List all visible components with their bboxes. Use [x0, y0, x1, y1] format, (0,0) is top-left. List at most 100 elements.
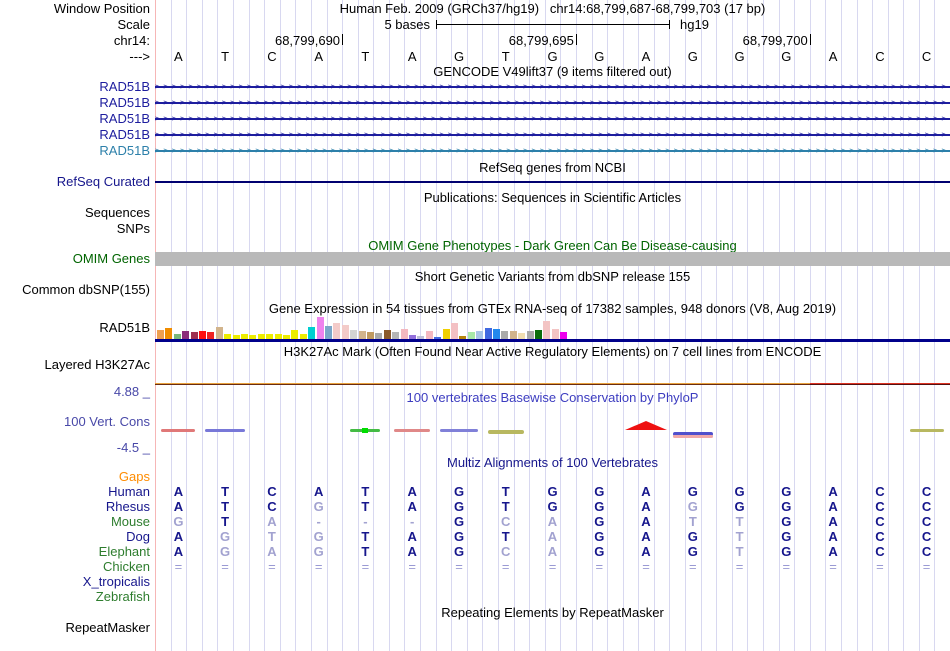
refseq-track-title[interactable]: RefSeq genes from NCBI: [479, 160, 626, 175]
snps-label[interactable]: SNPs: [116, 221, 150, 236]
gtex-bar[interactable]: [325, 326, 332, 339]
base-letter: G: [687, 49, 698, 64]
gtex-bar[interactable]: [484, 328, 492, 339]
align-cell: A: [407, 529, 417, 544]
align-row-label-x_tropicalis[interactable]: X_tropicalis: [82, 574, 150, 589]
gtex-bar[interactable]: [526, 331, 534, 339]
gtex-bar[interactable]: [560, 332, 568, 339]
gtex-bar[interactable]: [375, 333, 383, 339]
gtex-bar[interactable]: [551, 329, 559, 339]
gtex-bar[interactable]: [383, 330, 391, 339]
align-row-label-dog[interactable]: Dog: [126, 529, 150, 544]
gtex-bar[interactable]: [518, 333, 526, 339]
gtex-bar[interactable]: [291, 330, 299, 339]
gtex-bar[interactable]: [417, 336, 425, 339]
gtex-bar[interactable]: [367, 332, 374, 339]
gtex-bar[interactable]: [333, 323, 341, 339]
gtex-bar[interactable]: [509, 331, 517, 339]
gtex-bar[interactable]: [316, 317, 324, 339]
omim-gene-bar[interactable]: [155, 252, 950, 266]
gene-row[interactable]: >>>>>>>>>>>>>>>>>>>>>>>>>>>>>>>>>>>>>>>>…: [155, 81, 950, 93]
refseq-curated-label[interactable]: RefSeq Curated: [56, 174, 150, 189]
align-row-label-zebrafish[interactable]: Zebrafish: [95, 589, 150, 604]
gtex-bar[interactable]: [434, 337, 442, 339]
gene-row-label[interactable]: RAD51B: [99, 95, 150, 110]
gtex-bar[interactable]: [409, 335, 416, 339]
cons-label[interactable]: 100 Vert. Cons: [64, 414, 150, 429]
gtex-track-title[interactable]: Gene Expression in 54 tissues from GTEx …: [268, 301, 837, 316]
publications-track-title[interactable]: Publications: Sequences in Scientific Ar…: [423, 190, 682, 205]
gtex-bar[interactable]: [266, 334, 274, 339]
align-row-label-human[interactable]: Human: [108, 484, 150, 499]
gtex-bar[interactable]: [535, 330, 542, 339]
gene-row-label[interactable]: RAD51B: [99, 79, 150, 94]
gtex-bar[interactable]: [249, 335, 257, 339]
gene-row[interactable]: >>>>>>>>>>>>>>>>>>>>>>>>>>>>>>>>>>>>>>>>…: [155, 113, 950, 125]
gtex-bar[interactable]: [501, 331, 509, 339]
base-letter: C: [921, 49, 932, 64]
gtex-gene-label[interactable]: RAD51B: [99, 320, 150, 335]
align-row-label-chicken[interactable]: Chicken: [103, 559, 150, 574]
gtex-bar[interactable]: [350, 330, 358, 339]
guideline: [201, 0, 203, 651]
h3k27ac-label[interactable]: Layered H3K27Ac: [44, 357, 150, 372]
align-row-label-mouse[interactable]: Mouse: [110, 514, 150, 529]
refseq-gene-line[interactable]: [155, 181, 950, 183]
gene-row[interactable]: >>>>>>>>>>>>>>>>>>>>>>>>>>>>>>>>>>>>>>>>…: [155, 97, 950, 109]
h3k27ac-signal-right[interactable]: [810, 383, 950, 385]
gtex-bar[interactable]: [182, 331, 190, 339]
h3k27ac-signal-left[interactable]: [155, 383, 810, 385]
gtex-bar[interactable]: [392, 332, 400, 339]
gtex-bar[interactable]: [425, 331, 433, 339]
gtex-bar[interactable]: [543, 321, 551, 339]
gtex-bar[interactable]: [467, 332, 475, 339]
gtex-bar[interactable]: [358, 331, 366, 339]
align-cell: C: [875, 544, 885, 559]
gtex-bar[interactable]: [157, 330, 164, 339]
gtex-bar[interactable]: [274, 334, 282, 339]
gtex-bar[interactable]: [442, 329, 450, 339]
gtex-bar[interactable]: [215, 327, 223, 339]
align-row-label-gaps[interactable]: Gaps: [118, 469, 150, 484]
gtex-bar[interactable]: [308, 327, 316, 339]
gtex-bar[interactable]: [299, 334, 307, 339]
gtex-bar[interactable]: [283, 335, 290, 339]
gtex-bar[interactable]: [232, 335, 240, 339]
gtex-bar[interactable]: [224, 334, 232, 339]
gtex-bar[interactable]: [190, 332, 198, 339]
gtex-bar[interactable]: [199, 331, 206, 339]
gtex-bar[interactable]: [476, 331, 484, 339]
gtex-bar[interactable]: [451, 323, 458, 339]
dbsnp-track-title[interactable]: Short Genetic Variants from dbSNP releas…: [414, 269, 691, 284]
align-cell: A: [547, 544, 558, 559]
multiz-track-title[interactable]: Multiz Alignments of 100 Vertebrates: [446, 455, 658, 470]
repeatmasker-label[interactable]: RepeatMasker: [65, 620, 150, 635]
gtex-bar[interactable]: [459, 336, 467, 339]
gene-row[interactable]: >>>>>>>>>>>>>>>>>>>>>>>>>>>>>>>>>>>>>>>>…: [155, 145, 950, 157]
gene-row-label[interactable]: RAD51B: [99, 143, 150, 158]
omim-track-title[interactable]: OMIM Gene Phenotypes - Dark Green Can Be…: [368, 238, 737, 253]
gencode-track-title[interactable]: GENCODE V49lift37 (9 items filtered out): [433, 64, 672, 79]
align-cell: A: [173, 499, 184, 514]
gtex-bar[interactable]: [173, 334, 181, 339]
h3k27ac-track-title[interactable]: H3K27Ac Mark (Often Found Near Active Re…: [283, 344, 822, 359]
gtex-bar[interactable]: [400, 329, 408, 339]
gene-row[interactable]: >>>>>>>>>>>>>>>>>>>>>>>>>>>>>>>>>>>>>>>>…: [155, 129, 950, 141]
phylop-dash: [161, 429, 196, 432]
dbsnp-label[interactable]: Common dbSNP(155): [22, 282, 150, 297]
gene-row-label[interactable]: RAD51B: [99, 111, 150, 126]
repeatmasker-track-title[interactable]: Repeating Elements by RepeatMasker: [441, 605, 664, 620]
gene-row-label[interactable]: RAD51B: [99, 127, 150, 142]
guideline: [809, 0, 811, 651]
gtex-bar[interactable]: [341, 325, 349, 339]
align-row-label-elephant[interactable]: Elephant: [98, 544, 150, 559]
cons-track-title[interactable]: 100 vertebrates Basewise Conservation by…: [406, 390, 699, 405]
omim-genes-label[interactable]: OMIM Genes: [72, 251, 150, 266]
gtex-bar[interactable]: [165, 328, 173, 339]
sequences-label[interactable]: Sequences: [84, 205, 150, 220]
gtex-bar[interactable]: [493, 329, 500, 339]
gtex-bar[interactable]: [241, 334, 248, 339]
gtex-bar[interactable]: [207, 332, 215, 339]
align-row-label-rhesus[interactable]: Rhesus: [105, 499, 150, 514]
gtex-bar[interactable]: [257, 334, 265, 339]
